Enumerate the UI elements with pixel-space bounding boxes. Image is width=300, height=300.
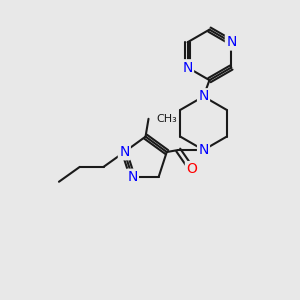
Text: N: N (127, 170, 138, 184)
Text: O: O (186, 162, 197, 176)
Text: N: N (226, 35, 236, 49)
Text: N: N (119, 145, 130, 159)
Text: CH₃: CH₃ (156, 114, 177, 124)
Text: N: N (182, 61, 193, 74)
Text: N: N (198, 89, 209, 103)
Text: N: N (198, 143, 209, 157)
